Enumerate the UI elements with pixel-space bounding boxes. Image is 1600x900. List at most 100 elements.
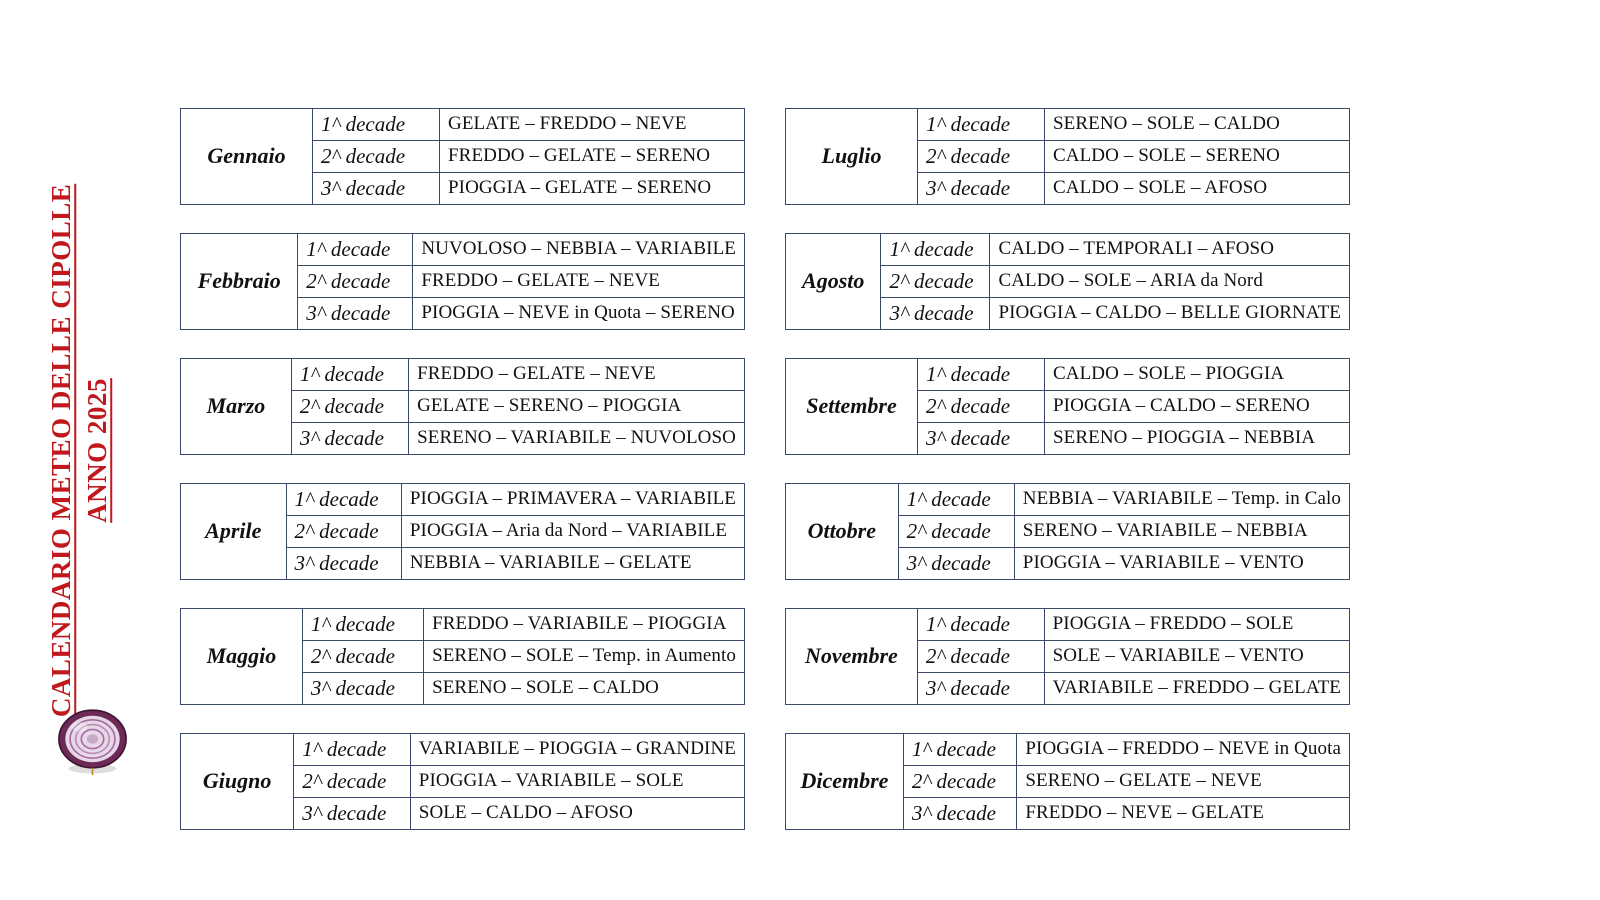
decade-label: 1^ decade <box>881 234 990 266</box>
month-name: Gennaio <box>181 109 313 205</box>
forecast-cell: SERENO – GELATE – NEVE <box>1017 766 1350 798</box>
decade-label: 1^ decade <box>298 234 413 266</box>
decade-label: 1^ decade <box>903 734 1016 766</box>
table-row: Ottobre1^ decadeNEBBIA – VARIABILE – Tem… <box>786 484 1350 516</box>
forecast-cell: CALDO – SOLE – PIOGGIA <box>1045 359 1350 391</box>
table-row: Luglio1^ decadeSERENO – SOLE – CALDO <box>786 109 1350 141</box>
forecast-cell: PIOGGIA – PRIMAVERA – VARIABILE <box>401 484 744 516</box>
forecast-cell: CALDO – SOLE – AFOSO <box>1045 173 1350 205</box>
decade-label: 1^ decade <box>286 484 401 516</box>
title-line2: ANNO 2025 <box>80 183 116 716</box>
decade-label: 3^ decade <box>918 173 1045 205</box>
month-table-ottobre: Ottobre1^ decadeNEBBIA – VARIABILE – Tem… <box>785 483 1350 580</box>
table-row: Agosto1^ decadeCALDO – TEMPORALI – AFOSO <box>786 234 1350 266</box>
decade-label: 3^ decade <box>286 548 401 580</box>
forecast-cell: GELATE – FREDDO – NEVE <box>440 109 745 141</box>
decade-label: 3^ decade <box>313 173 440 205</box>
forecast-cell: FREDDO – VARIABILE – PIOGGIA <box>424 609 745 641</box>
forecast-cell: PIOGGIA – CALDO – BELLE GIORNATE <box>990 298 1350 330</box>
month-table-dicembre: Dicembre1^ decadePIOGGIA – FREDDO – NEVE… <box>785 733 1350 830</box>
month-name: Luglio <box>786 109 918 205</box>
forecast-cell: SERENO – SOLE – CALDO <box>424 673 745 705</box>
forecast-cell: FREDDO – GELATE – NEVE <box>413 266 745 298</box>
forecast-cell: VARIABILE – FREDDO – GELATE <box>1044 673 1349 705</box>
month-name: Aprile <box>181 484 287 580</box>
months-column-2: Luglio1^ decadeSERENO – SOLE – CALDO2^ d… <box>785 108 1350 830</box>
month-table-febbraio: Febbraio1^ decadeNUVOLOSO – NEBBIA – VAR… <box>180 233 745 330</box>
forecast-cell: SERENO – VARIABILE – NUVOLOSO <box>409 423 745 455</box>
forecast-cell: PIOGGIA – NEVE in Quota – SERENO <box>413 298 745 330</box>
table-row: Maggio1^ decadeFREDDO – VARIABILE – PIOG… <box>181 609 745 641</box>
month-name: Febbraio <box>181 234 298 330</box>
decade-label: 3^ decade <box>918 423 1045 455</box>
table-row: Settembre1^ decadeCALDO – SOLE – PIOGGIA <box>786 359 1350 391</box>
forecast-cell: SERENO – VARIABILE – NEBBIA <box>1014 516 1349 548</box>
decade-label: 2^ decade <box>291 391 408 423</box>
decade-label: 1^ decade <box>291 359 408 391</box>
month-name: Marzo <box>181 359 292 455</box>
table-row: Giugno1^ decadeVARIABILE – PIOGGIA – GRA… <box>181 734 745 766</box>
decade-label: 2^ decade <box>298 266 413 298</box>
decade-label: 3^ decade <box>881 298 990 330</box>
forecast-cell: FREDDO – NEVE – GELATE <box>1017 798 1350 830</box>
month-table-marzo: Marzo1^ decadeFREDDO – GELATE – NEVE2^ d… <box>180 358 745 455</box>
decade-label: 3^ decade <box>302 673 423 705</box>
month-name: Ottobre <box>786 484 899 580</box>
forecast-cell: CALDO – TEMPORALI – AFOSO <box>990 234 1350 266</box>
forecast-cell: PIOGGIA – Aria da Nord – VARIABILE <box>401 516 744 548</box>
decade-label: 1^ decade <box>313 109 440 141</box>
forecast-cell: SERENO – SOLE – CALDO <box>1045 109 1350 141</box>
forecast-cell: PIOGGIA – GELATE – SERENO <box>440 173 745 205</box>
month-name: Settembre <box>786 359 918 455</box>
decade-label: 3^ decade <box>294 798 411 830</box>
table-row: Febbraio1^ decadeNUVOLOSO – NEBBIA – VAR… <box>181 234 745 266</box>
month-table-novembre: Novembre1^ decadePIOGGIA – FREDDO – SOLE… <box>785 608 1350 705</box>
decade-label: 2^ decade <box>898 516 1014 548</box>
month-table-maggio: Maggio1^ decadeFREDDO – VARIABILE – PIOG… <box>180 608 745 705</box>
month-table-gennaio: Gennaio1^ decadeGELATE – FREDDO – NEVE2^… <box>180 108 745 205</box>
decade-label: 2^ decade <box>286 516 401 548</box>
forecast-cell: NEBBIA – VARIABILE – GELATE <box>401 548 744 580</box>
month-table-aprile: Aprile1^ decadePIOGGIA – PRIMAVERA – VAR… <box>180 483 745 580</box>
table-row: Marzo1^ decadeFREDDO – GELATE – NEVE <box>181 359 745 391</box>
month-name: Maggio <box>181 609 303 705</box>
forecast-cell: PIOGGIA – CALDO – SERENO <box>1045 391 1350 423</box>
forecast-cell: SERENO – PIOGGIA – NEBBIA <box>1045 423 1350 455</box>
decade-label: 3^ decade <box>898 548 1014 580</box>
month-name: Agosto <box>786 234 881 330</box>
title-line1: CALENDARIO METEO DELLE CIPOLLE <box>47 183 77 716</box>
month-name: Giugno <box>181 734 294 830</box>
month-name: Novembre <box>786 609 918 705</box>
month-name: Dicembre <box>786 734 904 830</box>
forecast-cell: FREDDO – GELATE – NEVE <box>409 359 745 391</box>
onion-icon <box>50 703 135 780</box>
months-grid: Gennaio1^ decadeGELATE – FREDDO – NEVE2^… <box>180 108 1560 830</box>
months-column-1: Gennaio1^ decadeGELATE – FREDDO – NEVE2^… <box>180 108 745 830</box>
decade-label: 2^ decade <box>918 391 1045 423</box>
table-row: Novembre1^ decadePIOGGIA – FREDDO – SOLE <box>786 609 1350 641</box>
forecast-cell: CALDO – SOLE – SERENO <box>1045 141 1350 173</box>
page-title: CALENDARIO METEO DELLE CIPOLLE ANNO 2025 <box>44 183 117 716</box>
table-row: Aprile1^ decadePIOGGIA – PRIMAVERA – VAR… <box>181 484 745 516</box>
forecast-cell: PIOGGIA – VARIABILE – VENTO <box>1014 548 1349 580</box>
month-table-giugno: Giugno1^ decadeVARIABILE – PIOGGIA – GRA… <box>180 733 745 830</box>
forecast-cell: CALDO – SOLE – ARIA da Nord <box>990 266 1350 298</box>
decade-label: 1^ decade <box>294 734 411 766</box>
decade-label: 3^ decade <box>298 298 413 330</box>
decade-label: 2^ decade <box>302 641 423 673</box>
forecast-cell: PIOGGIA – FREDDO – SOLE <box>1044 609 1349 641</box>
forecast-cell: SOLE – CALDO – AFOSO <box>410 798 744 830</box>
decade-label: 2^ decade <box>918 141 1045 173</box>
month-table-luglio: Luglio1^ decadeSERENO – SOLE – CALDO2^ d… <box>785 108 1350 205</box>
forecast-cell: VARIABILE – PIOGGIA – GRANDINE <box>410 734 744 766</box>
decade-label: 2^ decade <box>881 266 990 298</box>
decade-label: 1^ decade <box>917 609 1044 641</box>
forecast-cell: SERENO – SOLE – Temp. in Aumento <box>424 641 745 673</box>
month-table-settembre: Settembre1^ decadeCALDO – SOLE – PIOGGIA… <box>785 358 1350 455</box>
forecast-cell: NEBBIA – VARIABILE – Temp. in Calo <box>1014 484 1349 516</box>
forecast-cell: FREDDO – GELATE – SERENO <box>440 141 745 173</box>
table-row: Dicembre1^ decadePIOGGIA – FREDDO – NEVE… <box>786 734 1350 766</box>
decade-label: 2^ decade <box>903 766 1016 798</box>
forecast-cell: SOLE – VARIABILE – VENTO <box>1044 641 1349 673</box>
table-row: Gennaio1^ decadeGELATE – FREDDO – NEVE <box>181 109 745 141</box>
